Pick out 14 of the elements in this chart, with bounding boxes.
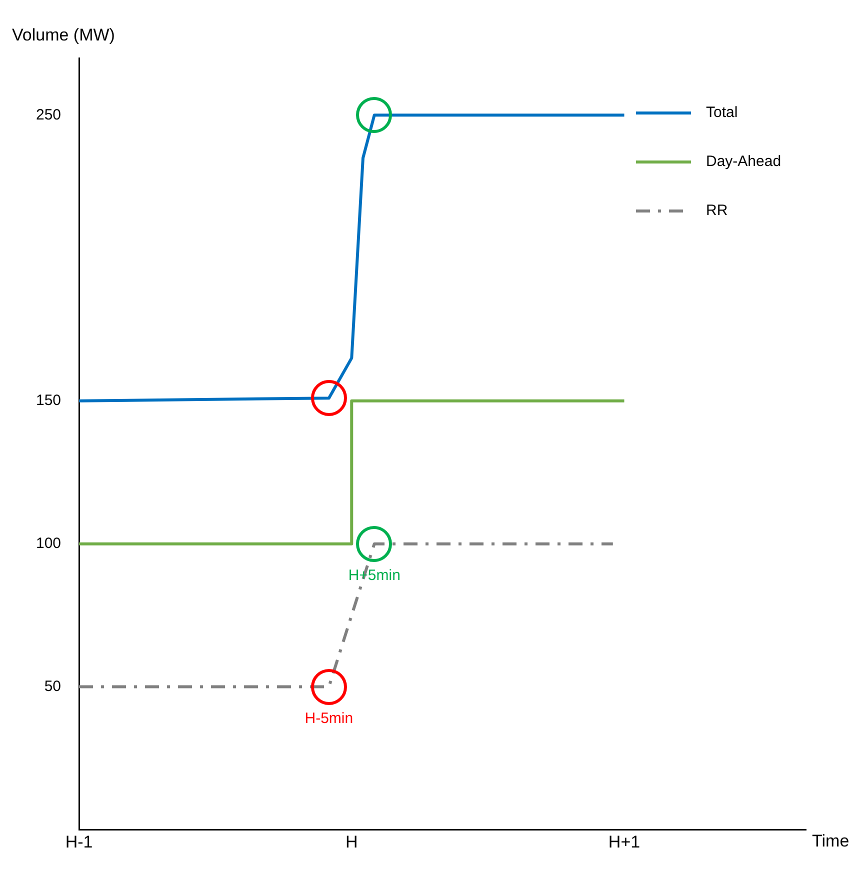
x-axis-title: Time [812, 831, 850, 850]
annotation: H+5min [348, 566, 400, 584]
legend-label: Total [706, 104, 738, 122]
legend-label: Day-Ahead [706, 153, 782, 170]
y-axis-title: Volume (MW) [12, 26, 115, 45]
annotation: H-5min [304, 710, 354, 727]
y-tick-label: 50 [44, 678, 62, 695]
x-tick-label: H [346, 832, 358, 852]
x-tick-label: H+1 [608, 832, 640, 852]
y-tick-label: 150 [36, 392, 62, 410]
legend-label: RR [706, 202, 728, 220]
y-tick-label: 100 [36, 534, 62, 552]
y-tick-label: 250 [36, 106, 62, 124]
x-tick-label: H-1 [65, 832, 93, 852]
